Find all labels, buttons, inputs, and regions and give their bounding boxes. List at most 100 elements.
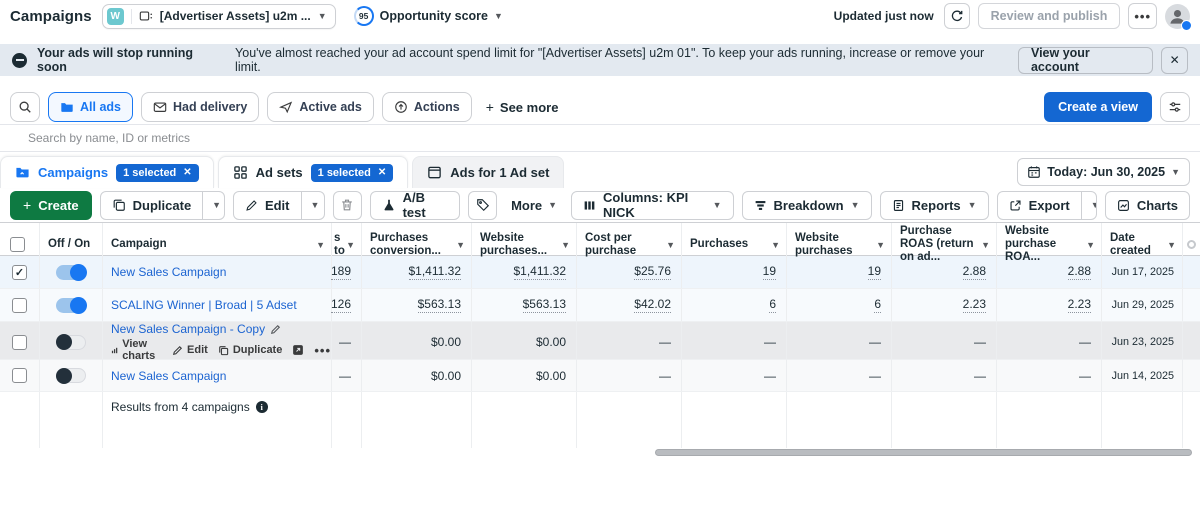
more-row-actions[interactable]: ••• [314,342,331,358]
opportunity-score[interactable]: 95 Opportunity score ▼ [353,6,503,26]
columns-icon [583,199,596,212]
metric-cell: 2.23 [892,289,997,321]
column-campaign[interactable]: Campaign ▼ [103,223,332,267]
ab-test-button[interactable]: A/B test [369,190,461,220]
filter-actions[interactable]: Actions [381,92,472,122]
create-label: Create [38,197,79,213]
duplicate-dropdown[interactable]: ▼ [202,191,224,219]
column-pin [1183,223,1200,267]
opportunity-score-label: Opportunity score [379,9,488,23]
row-checkbox[interactable] [12,264,27,280]
column-purchases[interactable]: Purchases ▼ [682,223,787,267]
metric-cell: $1,411.32 [362,256,472,288]
campaign-name-link[interactable]: New Sales Campaign - Copy [103,322,281,336]
campaign-name-link[interactable]: New Sales Campaign [103,256,332,288]
column-purchase-roas[interactable]: Purchase ROAS (return on ad... ▼ [892,223,997,267]
columns-button[interactable]: Columns: KPI NICK ▼ [571,190,734,220]
metric-cell: 6 [787,289,892,321]
reports-button[interactable]: Reports ▼ [879,190,989,220]
search-input[interactable] [28,131,528,145]
duplicate-button[interactable]: Duplicate [101,192,203,219]
header-label: Off / On [48,238,91,251]
export-split-button: Export ▼ [996,190,1097,220]
row-checkbox[interactable] [12,297,27,313]
plus-icon: + [23,197,32,213]
user-avatar[interactable] [1165,3,1192,31]
refresh-icon [950,9,964,23]
spacer-cell [332,392,362,422]
info-icon[interactable]: i [255,401,268,413]
refresh-button[interactable] [943,3,970,29]
filter-had-delivery[interactable]: Had delivery [141,92,260,122]
ad-frame-icon [427,165,442,180]
scrollbar-thumb[interactable] [655,449,1192,456]
export-button[interactable]: Export [998,192,1081,219]
ad-account-selector[interactable]: W [Advertiser Assets] u2m ... ▼ [101,3,336,29]
column-website-purchase-roas[interactable]: Website purchase ROA... ▼ [997,223,1102,267]
campaign-toggle[interactable] [56,263,87,281]
close-icon[interactable]: ✕ [183,167,192,178]
chevron-down-icon: ▼ [310,199,320,210]
divider [130,8,132,24]
campaign-toggle[interactable] [56,334,86,350]
more-actions-button[interactable]: More ▼ [505,198,563,213]
campaign-name-link[interactable]: SCALING Winner | Broad | 5 Adset [103,289,332,321]
campaign-name-link[interactable]: New Sales Campaign [103,360,332,391]
view-account-button[interactable]: View your account [1017,46,1154,74]
close-icon[interactable]: ✕ [377,167,387,178]
pencil-icon[interactable] [270,324,281,335]
breakdown-button[interactable]: Breakdown ▼ [741,190,872,220]
tag-button[interactable] [468,190,498,220]
metric-cell: — [997,360,1102,391]
tab-campaigns[interactable]: Campaigns 1 selected ✕ [0,156,214,188]
view-settings-button[interactable] [1160,92,1190,122]
adsets-selected-badge[interactable]: 1 selected ✕ [310,163,394,182]
more-menu-button[interactable]: ••• [1128,3,1157,29]
breakdown-icon [754,199,767,212]
charts-button[interactable]: Charts [1104,190,1191,220]
more-label: More [511,197,543,213]
column-website-purchases[interactable]: Website purchases ▼ [787,223,892,267]
open-in-charts-action[interactable] [292,344,304,356]
campaign-toggle[interactable] [56,296,87,314]
row-checkbox[interactable] [12,334,27,350]
copy-icon [218,345,229,355]
column-date-created[interactable]: Date created ▼ [1102,223,1183,267]
select-all-checkbox[interactable] [10,237,25,253]
metric-cell: — [682,360,787,391]
folder-icon [60,100,74,114]
date-range-selector[interactable]: Today: Jun 30, 2025 ▼ [1017,158,1190,186]
banner-close-button[interactable]: ✕ [1161,46,1188,74]
metric-cell: — [682,322,787,362]
metric-cell: — [577,322,682,362]
see-more-button[interactable]: + See more [480,99,565,115]
duplicate-action[interactable]: Duplicate [218,344,282,356]
tab-ads[interactable]: Ads for 1 Ad set [412,156,565,188]
column-website-purchases-value[interactable]: Website purchases... ▼ [472,223,577,267]
column-purchases-conversion[interactable]: Purchases conversion... ▼ [362,223,472,267]
column-cost-per-purchase[interactable]: Cost per purchase ▼ [577,223,682,267]
campaigns-selected-badge[interactable]: 1 selected ✕ [116,163,199,182]
create-view-button[interactable]: Create a view [1044,92,1152,122]
create-button[interactable]: + Create [10,190,92,220]
date-range-label: Today: Jun 30, 2025 [1047,165,1166,179]
column-truncated[interactable]: s to ▼ [332,223,362,267]
view-charts-action[interactable]: View charts [111,338,162,362]
row-checkbox[interactable] [12,368,27,383]
delete-button[interactable] [332,190,362,220]
banner-actions: View your account ✕ [1017,46,1188,74]
edit-action[interactable]: Edit [172,344,208,356]
table-empty-area [0,422,1200,448]
duplicate-split-button: Duplicate ▼ [99,190,225,220]
header-label: s to [334,231,345,257]
export-dropdown[interactable]: ▼ [1080,191,1096,219]
edit-dropdown[interactable]: ▼ [300,191,324,219]
campaign-toggle[interactable] [56,367,86,384]
review-publish-button[interactable]: Review and publish [977,3,1121,29]
metric-cell: — [892,360,997,391]
edit-button[interactable]: Edit [234,192,301,219]
filter-all-ads[interactable]: All ads [48,92,133,122]
filter-active-ads[interactable]: Active ads [267,92,374,122]
search-filter-button[interactable] [10,92,40,122]
tab-ad-sets[interactable]: Ad sets 1 selected ✕ [217,156,409,188]
